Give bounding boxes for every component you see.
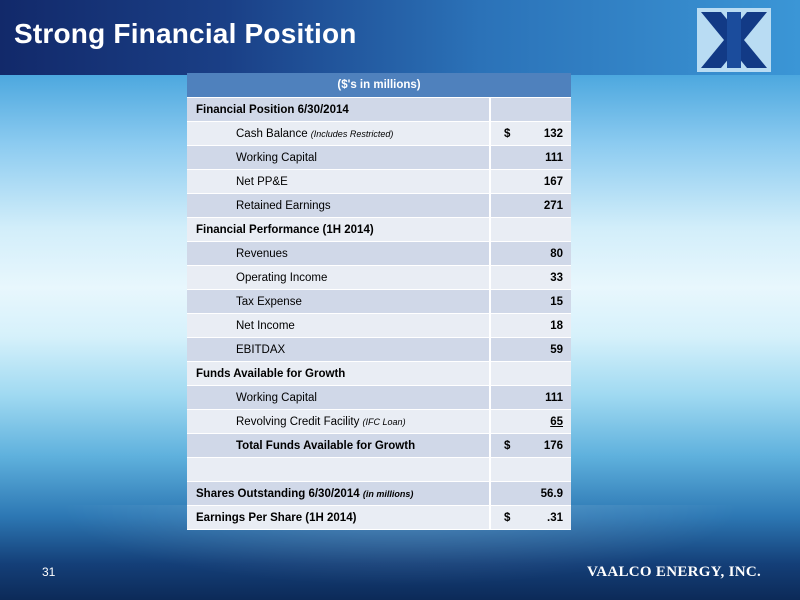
row-value-cell: 111 — [490, 386, 571, 410]
row-value-cell — [490, 362, 571, 386]
table-row: Cash Balance (Includes Restricted) $132 — [187, 122, 571, 146]
table-row: Financial Performance (1H 2014) — [187, 218, 571, 242]
row-label-cell: Shares Outstanding 6/30/2014 (in million… — [187, 482, 491, 506]
table-row: EBITDAX 59 — [187, 338, 571, 362]
row-value-cell: $176 — [490, 434, 571, 458]
row-value: 15 — [550, 295, 563, 308]
row-label: Cash Balance — [236, 127, 311, 140]
row-value-cell: 271 — [490, 194, 571, 218]
row-value: .31 — [547, 511, 563, 524]
row-label-cell: Earnings Per Share (1H 2014) — [187, 506, 491, 530]
currency-symbol: $ — [503, 439, 511, 452]
row-value-cell: $ .31 — [490, 506, 571, 530]
table-row: Revolving Credit Facility (IFC Loan) 65 — [187, 410, 571, 434]
financial-position-table: ($'s in millions) Financial Position 6/3… — [187, 73, 571, 530]
row-note: (Includes Restricted) — [310, 128, 394, 139]
row-label-cell: Funds Available for Growth — [187, 362, 491, 386]
row-label: Revenues — [236, 247, 288, 260]
currency-symbol: $ — [503, 127, 511, 140]
row-label-cell: Net Income — [187, 314, 491, 338]
table-row: Funds Available for Growth — [187, 362, 571, 386]
table-row: Total Funds Available for Growth $176 — [187, 434, 571, 458]
row-value-cell: 167 — [490, 170, 571, 194]
table-row — [187, 458, 571, 482]
company-brand: VAALCO ENERGY, INC. — [587, 564, 762, 580]
row-label-cell: Retained Earnings — [187, 194, 491, 218]
row-label: Revolving Credit Facility — [236, 415, 363, 428]
row-label: Tax Expense — [236, 295, 302, 308]
row-value-cell — [490, 218, 571, 242]
table-row: Retained Earnings 271 — [187, 194, 571, 218]
row-value-cell: 56.9 — [490, 482, 571, 506]
row-label: Retained Earnings — [236, 199, 331, 212]
row-label-cell: Tax Expense — [187, 290, 491, 314]
vaalco-logo-icon — [697, 8, 771, 72]
row-label: Earnings Per Share (1H 2014) — [196, 511, 357, 524]
row-value: 271 — [543, 199, 563, 212]
table-row: Tax Expense 15 — [187, 290, 571, 314]
row-label-cell: Working Capital — [187, 146, 491, 170]
row-label: Operating Income — [236, 271, 328, 284]
row-label-cell: Net PP&E — [187, 170, 491, 194]
table-row: Working Capital 111 — [187, 386, 571, 410]
row-label: Net PP&E — [236, 175, 288, 188]
row-value-cell: 18 — [490, 314, 571, 338]
row-value: 111 — [545, 151, 563, 164]
table-row: Revenues 80 — [187, 242, 571, 266]
row-label: EBITDAX — [236, 343, 286, 356]
row-value-cell: 65 — [490, 410, 571, 434]
slide-title: Strong Financial Position — [14, 18, 357, 49]
table-caption-row: ($'s in millions) — [187, 73, 571, 98]
row-label: Total Funds Available for Growth — [236, 439, 416, 452]
row-value-cell: 33 — [490, 266, 571, 290]
row-value: 167 — [543, 175, 563, 188]
row-label: Financial Performance (1H 2014) — [196, 223, 374, 236]
row-note: (in millions) — [362, 488, 414, 499]
row-value: 132 — [543, 127, 563, 140]
row-label: Net Income — [236, 319, 295, 332]
table-row: Operating Income 33 — [187, 266, 571, 290]
title-bar — [0, 0, 800, 75]
row-value-cell — [490, 98, 571, 122]
row-label-cell: Financial Position 6/30/2014 — [187, 98, 491, 122]
row-value-cell: 111 — [490, 146, 571, 170]
row-label-cell: Operating Income — [187, 266, 491, 290]
row-value-cell: 80 — [490, 242, 571, 266]
currency-symbol: $ — [503, 511, 511, 524]
row-label-cell: Revolving Credit Facility (IFC Loan) — [187, 410, 491, 434]
row-value-cell: $132 — [490, 122, 571, 146]
table-row: Working Capital 111 — [187, 146, 571, 170]
table-row: Shares Outstanding 6/30/2014 (in million… — [187, 482, 571, 506]
row-value-cell — [490, 458, 571, 482]
row-label-cell: Total Funds Available for Growth — [187, 434, 491, 458]
row-label-cell: EBITDAX — [187, 338, 491, 362]
row-value: 18 — [550, 319, 563, 332]
row-label-cell: Revenues — [187, 242, 491, 266]
table-row: Net Income 18 — [187, 314, 571, 338]
table-caption: ($'s in millions) — [187, 73, 571, 98]
row-label-cell — [187, 458, 491, 482]
row-label: Financial Position 6/30/2014 — [196, 103, 349, 116]
row-value-cell: 15 — [490, 290, 571, 314]
row-note: (IFC Loan) — [362, 416, 406, 427]
row-value: 111 — [545, 391, 563, 404]
table-row: Earnings Per Share (1H 2014) $ .31 — [187, 506, 571, 530]
row-label: Funds Available for Growth — [196, 367, 346, 380]
page-number: 31 — [42, 565, 56, 579]
row-label-cell: Working Capital — [187, 386, 491, 410]
table-row: Net PP&E 167 — [187, 170, 571, 194]
row-label: Working Capital — [236, 391, 317, 404]
row-label: Working Capital — [236, 151, 317, 164]
row-value: 56.9 — [540, 487, 563, 500]
row-value: 33 — [550, 271, 563, 284]
row-value-cell: 59 — [490, 338, 571, 362]
row-value: 65 — [550, 415, 563, 428]
row-value: 80 — [550, 247, 563, 260]
table-row: Financial Position 6/30/2014 — [187, 98, 571, 122]
row-label-cell: Cash Balance (Includes Restricted) — [187, 122, 491, 146]
row-value: 59 — [550, 343, 563, 356]
row-label: Shares Outstanding 6/30/2014 — [196, 487, 360, 500]
row-label-cell: Financial Performance (1H 2014) — [187, 218, 491, 242]
row-value: 176 — [543, 439, 563, 452]
